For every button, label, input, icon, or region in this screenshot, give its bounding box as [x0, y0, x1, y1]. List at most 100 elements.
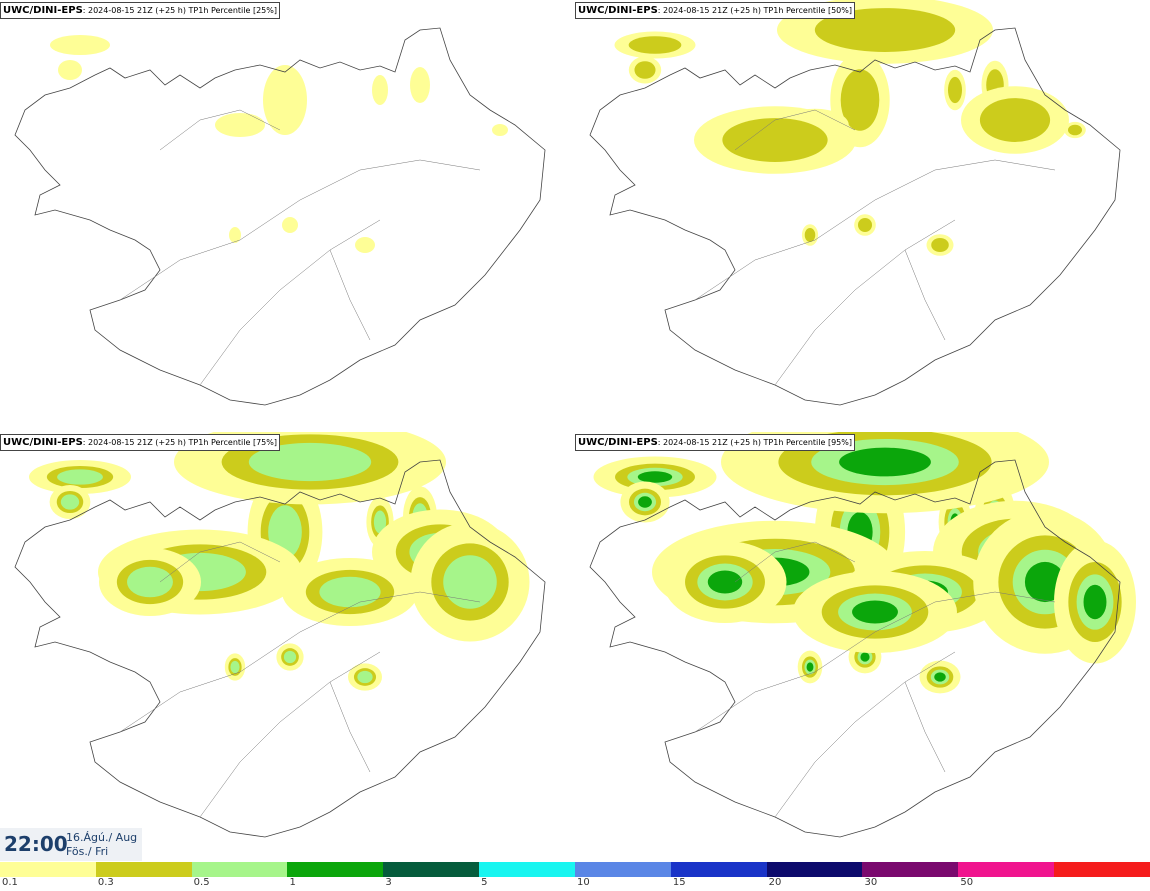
precip-area — [722, 118, 828, 162]
map-p50 — [589, 0, 1121, 406]
precip-area — [860, 652, 870, 662]
internal-roads — [694, 541, 1056, 818]
panel-title: UWC/DINI-EPS: 2024-08-15 21Z (+25 h) TP1… — [575, 434, 855, 451]
iceland-coastline — [589, 459, 1121, 838]
legend-swatch — [766, 862, 863, 877]
map-p25 — [14, 27, 546, 406]
legend-ticks: 0.1 0.3 0.5 1 3 5 10 15 20 30 50 — [0, 877, 1150, 891]
internal-roads — [119, 541, 481, 818]
precip-area — [852, 600, 898, 624]
legend-tick-label: 0.5 — [193, 877, 210, 888]
legend-tick-label: 1 — [289, 877, 296, 888]
map-p95 — [589, 432, 1136, 838]
legend-tick-label: 3 — [385, 877, 392, 888]
legend-swatch — [95, 862, 192, 877]
legend-tick-label: 50 — [960, 877, 974, 888]
precip-area — [57, 469, 103, 485]
precip-area — [230, 660, 240, 674]
panel-p95: UWC/DINI-EPS: 2024-08-15 21Z (+25 h) TP1… — [575, 432, 1150, 862]
precip-area — [410, 67, 430, 103]
legend-tick-label: 15 — [672, 877, 686, 888]
legend-tick-label: 0.1 — [2, 877, 18, 888]
iceland-coastline — [14, 27, 546, 406]
precip-area — [931, 237, 949, 253]
precip-area — [638, 496, 652, 508]
color-legend — [0, 862, 1150, 877]
legend-tick-label: 5 — [481, 877, 488, 888]
precip-area — [707, 570, 743, 594]
precip-area — [1083, 584, 1107, 620]
legend-swatch — [958, 862, 1055, 877]
iceland-coastline — [589, 27, 1121, 406]
run-info: : 2024-08-15 21Z (+25 h) — [657, 6, 764, 15]
run-info: : 2024-08-15 21Z (+25 h) — [657, 438, 764, 447]
param-name: TP1h Percentile [25%] — [188, 6, 277, 15]
precip-area — [814, 8, 956, 52]
valid-time-box: 22:00 16.Ágú./ Aug Fös./ Fri — [0, 828, 142, 861]
legend-tick-label: 30 — [864, 877, 878, 888]
precip-area — [634, 61, 656, 79]
precip-area — [283, 650, 297, 664]
precip-area — [947, 76, 963, 104]
precip-area — [215, 113, 265, 137]
precip-area — [492, 124, 508, 136]
run-info: : 2024-08-15 21Z (+25 h) — [82, 438, 189, 447]
valid-date-line1: 16.Ágú./ Aug — [66, 831, 138, 844]
legend-tick-label: 0.3 — [97, 877, 114, 888]
panel-p25: UWC/DINI-EPS: 2024-08-15 21Z (+25 h) TP1… — [0, 0, 575, 430]
precip-area — [637, 471, 673, 483]
panel-title: UWC/DINI-EPS: 2024-08-15 21Z (+25 h) TP1… — [0, 2, 280, 19]
valid-date: 16.Ágú./ Aug Fös./ Fri — [66, 831, 137, 859]
legend-swatch — [0, 862, 96, 877]
panel-title: UWC/DINI-EPS: 2024-08-15 21Z (+25 h) TP1… — [575, 2, 855, 19]
precip-area — [60, 494, 80, 510]
run-info: : 2024-08-15 21Z (+25 h) — [82, 6, 189, 15]
precip-area — [804, 227, 816, 243]
precip-area — [979, 98, 1051, 142]
panel-p50: UWC/DINI-EPS: 2024-08-15 21Z (+25 h) TP1… — [575, 0, 1150, 430]
panel-title: UWC/DINI-EPS: 2024-08-15 21Z (+25 h) TP1… — [0, 434, 280, 451]
legend-swatch — [383, 862, 480, 877]
legend-swatch — [479, 862, 575, 877]
precip-area — [857, 217, 873, 233]
legend-swatch — [862, 862, 959, 877]
precip-area — [372, 75, 388, 105]
precip-area — [248, 442, 372, 482]
legend-swatch — [670, 862, 767, 877]
model-name: UWC/DINI-EPS — [3, 437, 83, 448]
valid-date-line2: Fös./ Fri — [66, 845, 109, 858]
legend-swatch — [1054, 862, 1150, 877]
precip-area — [806, 662, 814, 672]
precip-area — [58, 60, 82, 80]
legend-swatch — [191, 862, 288, 877]
legend-tick-label: 10 — [577, 877, 590, 888]
precip-area — [839, 447, 931, 477]
internal-roads — [119, 109, 481, 386]
param-name: TP1h Percentile [75%] — [188, 438, 277, 447]
param-name: TP1h Percentile [95%] — [763, 438, 852, 447]
precip-area — [934, 672, 946, 682]
precip-area — [263, 65, 307, 135]
precip-area — [443, 555, 497, 609]
precip-area — [50, 35, 110, 55]
internal-roads — [694, 109, 1056, 386]
model-name: UWC/DINI-EPS — [578, 437, 658, 448]
precip-area — [373, 510, 387, 534]
precip-area — [229, 227, 241, 243]
valid-time: 22:00 — [4, 832, 68, 856]
precip-area — [282, 217, 298, 233]
param-name: TP1h Percentile [50%] — [763, 6, 852, 15]
legend-tick-label: 20 — [768, 877, 782, 888]
precip-area — [355, 237, 375, 253]
model-name: UWC/DINI-EPS — [3, 5, 83, 16]
map-p75 — [14, 432, 546, 838]
precip-area — [628, 36, 682, 54]
panel-p75: UWC/DINI-EPS: 2024-08-15 21Z (+25 h) TP1… — [0, 432, 575, 862]
legend-swatch — [574, 862, 671, 877]
precip-area — [840, 69, 880, 131]
model-name: UWC/DINI-EPS — [578, 5, 658, 16]
precip-area — [357, 670, 373, 684]
precip-area — [1067, 124, 1083, 136]
precip-area — [127, 566, 173, 598]
legend-swatch — [287, 862, 384, 877]
